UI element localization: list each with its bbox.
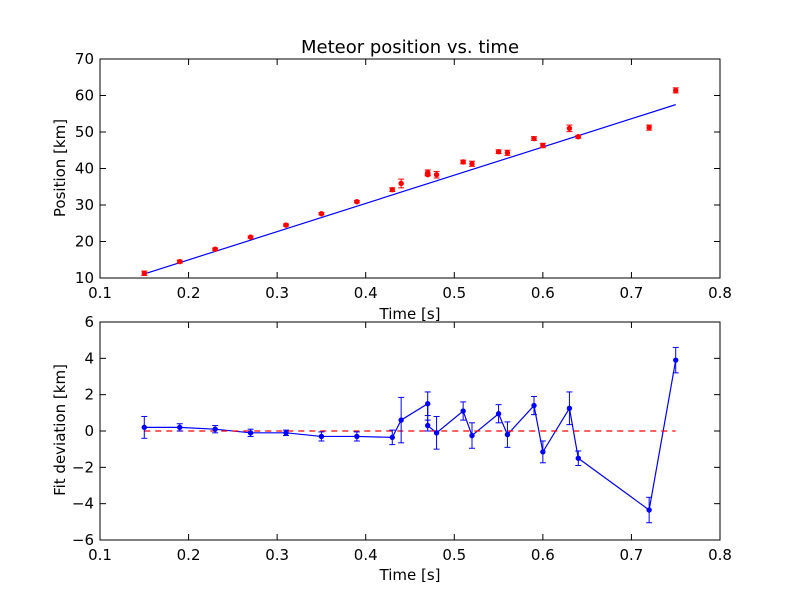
residual-point xyxy=(389,434,395,441)
residual-point xyxy=(531,402,537,409)
top-y-tick-label: 30 xyxy=(75,196,94,214)
bottom-x-tick-label: 0.6 xyxy=(531,546,555,564)
top-x-tick-label: 0.1 xyxy=(88,284,112,302)
residual-point xyxy=(646,507,652,513)
position-point xyxy=(495,149,502,155)
residual-point xyxy=(247,430,254,436)
bottom-y-tick-label: −2 xyxy=(72,458,94,476)
top-y-tick-label: 60 xyxy=(75,87,94,105)
top-panel: Meteor position vs. time Time [s] Positi… xyxy=(51,37,732,323)
top-x-tick-label: 0.2 xyxy=(177,284,201,302)
residual-point xyxy=(673,357,679,363)
residual-point xyxy=(469,432,475,439)
position-point xyxy=(469,161,475,167)
top-x-tick-label: 0.3 xyxy=(265,284,289,302)
bottom-axes-frame xyxy=(99,321,721,541)
residual-point xyxy=(212,426,218,432)
bottom-x-axis-label: Time [s] xyxy=(379,566,441,584)
top-x-tick-label: 0.8 xyxy=(708,284,732,302)
position-point xyxy=(575,134,581,140)
position-point xyxy=(283,222,289,228)
top-x-tick-label: 0.4 xyxy=(354,284,378,302)
top-y-tick-label: 40 xyxy=(75,160,94,178)
top-y-tick-label: 20 xyxy=(75,233,94,251)
position-point xyxy=(673,87,679,94)
residual-point xyxy=(504,431,511,438)
bottom-y-tick-label: −4 xyxy=(72,495,94,513)
position-point xyxy=(433,172,440,178)
top-x-tick-label: 0.5 xyxy=(442,284,466,302)
position-point xyxy=(398,180,404,187)
bottom-x-tick-label: 0.3 xyxy=(265,546,289,564)
top-x-tick-label: 0.6 xyxy=(531,284,555,302)
bottom-x-tick-label: 0.7 xyxy=(619,546,643,564)
residual-series-line xyxy=(144,360,677,512)
bottom-x-tick-label: 0.8 xyxy=(708,546,732,564)
position-point xyxy=(177,258,183,265)
position-point xyxy=(425,172,431,178)
top-y-tick-label: 10 xyxy=(75,269,94,287)
position-point xyxy=(318,211,325,217)
top-axes-frame xyxy=(99,58,721,279)
position-point xyxy=(247,234,254,240)
residual-point xyxy=(425,401,431,407)
residual-point xyxy=(354,433,360,440)
residual-point xyxy=(283,430,289,436)
bottom-x-tick-label: 0.1 xyxy=(88,546,112,564)
residual-point xyxy=(318,433,325,440)
position-point xyxy=(389,186,395,193)
residual-point xyxy=(425,422,431,429)
bottom-y-tick-label: 0 xyxy=(84,422,94,440)
position-point xyxy=(531,135,537,142)
residual-point xyxy=(141,424,147,431)
residual-point xyxy=(398,417,404,423)
position-point xyxy=(646,124,652,131)
bottom-x-tick-label: 0.4 xyxy=(354,546,378,564)
residual-point xyxy=(575,455,581,461)
position-point xyxy=(141,270,147,276)
fit-line xyxy=(144,104,676,275)
residual-point xyxy=(460,408,466,414)
position-point xyxy=(460,159,466,165)
bottom-y-tick-label: 6 xyxy=(84,313,94,331)
position-point xyxy=(504,150,511,156)
bottom-panel: Time [s] Fit deviation [km] 0.1 0.2 0.3 0.4… xyxy=(51,313,732,584)
bottom-y-tick-label: 4 xyxy=(84,349,94,367)
top-y-axis-label: Position [km] xyxy=(51,119,69,217)
bottom-y-axis-label: Fit deviation [km] xyxy=(51,364,69,496)
bottom-y-tick-label: 2 xyxy=(84,386,94,404)
position-point xyxy=(540,142,546,149)
bottom-y-tick-label: −6 xyxy=(72,531,94,549)
bottom-x-tick-label: 0.2 xyxy=(177,546,201,564)
position-point xyxy=(212,246,218,252)
position-point xyxy=(566,125,573,132)
residual-point xyxy=(566,405,573,411)
top-x-axis-label: Time [s] xyxy=(379,305,441,323)
top-y-tick-label: 50 xyxy=(75,123,94,141)
top-chart-title: Meteor position vs. time xyxy=(301,37,519,58)
residual-point xyxy=(540,449,546,455)
bottom-plot-area: 0.1 0.2 0.3 0.4 0.5 0.6 0.7 0.8 −6 −4 −2 0 2 4 6 xyxy=(72,313,732,564)
residual-point xyxy=(495,411,502,417)
top-y-tick-label: 70 xyxy=(75,50,94,68)
position-point xyxy=(354,199,360,205)
residual-point xyxy=(433,430,440,436)
top-x-tick-label: 0.7 xyxy=(619,284,643,302)
bottom-x-tick-label: 0.5 xyxy=(442,546,466,564)
top-plot-area: 0.1 0.2 0.3 0.4 0.5 0.6 0.7 0.8 10 20 30 40 50 60 70 xyxy=(75,50,732,302)
residual-point xyxy=(177,424,183,431)
